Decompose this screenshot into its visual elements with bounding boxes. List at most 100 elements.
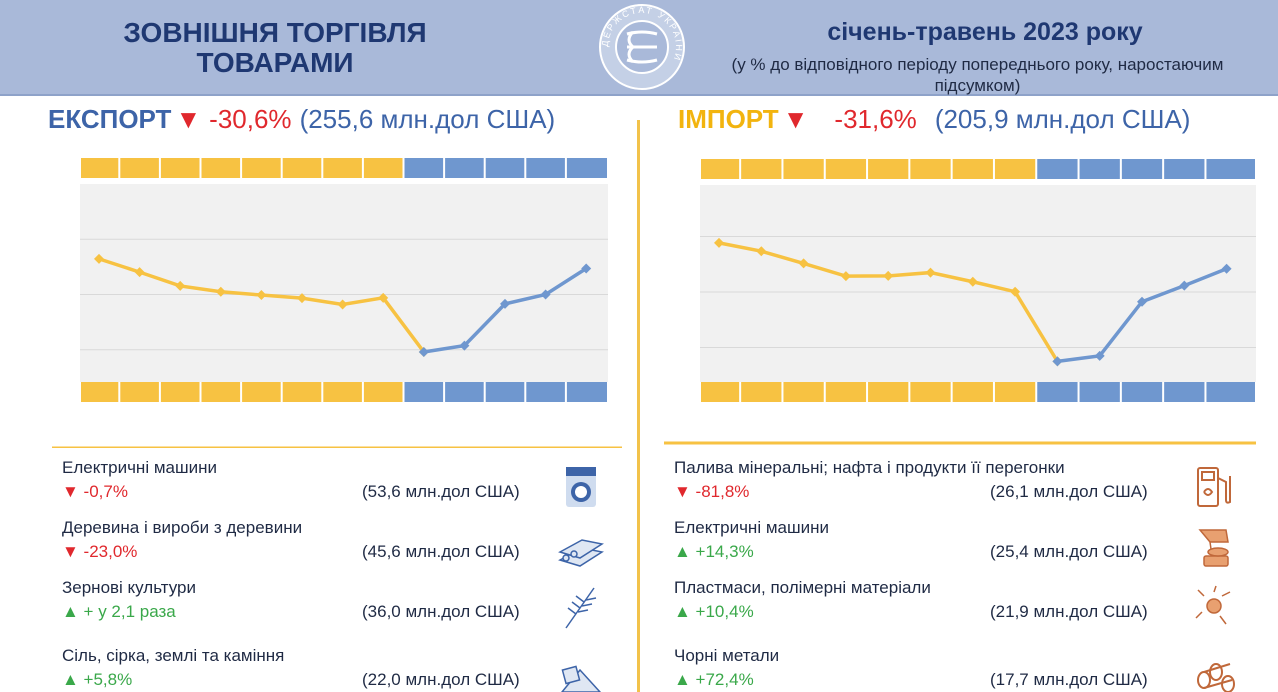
year-band-top-cell xyxy=(910,159,951,179)
header-banner: ЗОВНІШНЯ ТОРГІВЛЯ ТОВАРАМИ ДЕРЖСТАТ УКРА… xyxy=(0,0,1278,96)
year-band-bottom-cell xyxy=(282,382,322,402)
panel-divider xyxy=(637,120,640,692)
product-name: Пластмаси, полімерні матеріали xyxy=(674,578,931,597)
import-product-item: Чорні метали ▲ +72,4% (17,7 млн.дол США) xyxy=(674,646,1254,692)
import-change: -31,6% xyxy=(834,104,917,134)
data-point xyxy=(378,292,389,303)
data-point xyxy=(840,271,851,282)
year-band-top-cell xyxy=(741,159,782,179)
year-band-bottom-cell xyxy=(1079,382,1120,402)
year-band-top-cell xyxy=(825,159,867,179)
export-volume: (255,6 млн.дол США) xyxy=(299,104,556,134)
year-band-top-cell xyxy=(868,159,909,179)
product-name: Чорні метали xyxy=(674,646,780,665)
page-title: ЗОВНІШНЯ ТОРГІВЛЯ ТОВАРАМИ xyxy=(123,17,427,78)
data-point xyxy=(94,253,104,264)
derzhstat-logo: ДЕРЖСТАТ УКРАЇНИ xyxy=(599,4,685,90)
export-title: ЕКСПОРТ ▼ -30,6% (255,6 млн.дол США) xyxy=(48,104,555,135)
data-point xyxy=(134,267,145,278)
year-band-bottom-cell xyxy=(363,382,403,402)
year-band-top-cell xyxy=(701,159,740,179)
product-change: ▲ + у 2,1 раза xyxy=(62,602,176,621)
data-point xyxy=(798,258,809,269)
export-change: -30,6% xyxy=(209,104,292,134)
export-line-chart xyxy=(52,158,622,448)
data-point xyxy=(215,286,226,297)
product-name: Сіль, сірка, землі та каміння xyxy=(62,646,285,665)
year-band-top-cell xyxy=(242,158,281,178)
export-product-item: Сіль, сірка, землі та каміння ▲ +5,8% (22,… xyxy=(62,646,622,692)
export-down-arrow-icon: ▼ xyxy=(175,104,202,134)
lumber-icon xyxy=(558,539,604,567)
data-point xyxy=(1179,280,1190,291)
data-point xyxy=(1094,350,1105,361)
year-band-bottom-cell xyxy=(952,382,993,402)
metal-pipes-icon xyxy=(1197,663,1235,692)
year-band-top-cell xyxy=(323,158,362,178)
export-product-item: Деревина і вироби з деревини ▼ -23,0% (45,… xyxy=(62,518,622,578)
year-band-bottom-cell xyxy=(868,382,909,402)
salt-icon xyxy=(561,665,602,692)
data-point xyxy=(297,293,307,304)
year-band-top-cell xyxy=(1164,159,1205,179)
product-name: Зернові культури xyxy=(62,578,196,597)
report-period: січень-травень 2023 року xyxy=(827,18,1143,46)
product-name: Електричні машини xyxy=(674,518,829,537)
product-name: Палива мінеральні; нафта і продукти її п… xyxy=(674,458,1065,477)
product-value: (25,4 млн.дол США) xyxy=(990,542,1148,561)
data-point xyxy=(1137,296,1147,307)
data-point xyxy=(459,340,470,351)
data-point xyxy=(1010,286,1021,297)
data-point xyxy=(714,237,724,248)
year-band-bottom-cell xyxy=(445,382,484,402)
report-subtitle: (у % до відповідного періоду попередньог… xyxy=(731,55,1224,95)
year-band-top-cell xyxy=(994,159,1036,179)
year-band-top-cell xyxy=(1037,159,1078,179)
year-band-bottom-cell xyxy=(701,382,740,402)
year-band-bottom-cell xyxy=(1121,382,1163,402)
year-band-top-cell xyxy=(952,159,993,179)
year-band-bottom-cell xyxy=(120,382,159,402)
year-band-bottom-cell xyxy=(160,382,200,402)
year-band-bottom-cell xyxy=(323,382,362,402)
import-product-item: Пластмаси, полімерні матеріали ▲ +10,4% (2… xyxy=(674,578,1254,638)
year-band-bottom-cell xyxy=(81,382,119,402)
data-point xyxy=(337,299,348,310)
import-volume: (205,9 млн.дол США) xyxy=(934,104,1191,134)
plastic-icon xyxy=(1195,585,1231,625)
year-band-bottom-cell xyxy=(404,382,444,402)
data-point xyxy=(1221,263,1232,274)
year-band-top-cell xyxy=(404,158,444,178)
plot-area xyxy=(80,184,608,382)
mixer-icon xyxy=(1198,529,1229,567)
year-band-top-cell xyxy=(160,158,200,178)
product-change: ▼ -81,8% xyxy=(674,482,750,501)
product-change: ▲ +5,8% xyxy=(62,670,133,689)
year-band-top-cell xyxy=(1079,159,1120,179)
product-value: (26,1 млн.дол США) xyxy=(990,482,1148,501)
year-band-bottom-cell xyxy=(1164,382,1205,402)
year-band-bottom-cell xyxy=(201,382,241,402)
export-product-item: Зернові культури ▲ + у 2,1 раза (36,0 млн.… xyxy=(62,578,622,638)
data-point xyxy=(418,346,429,357)
product-value: (21,9 млн.дол США) xyxy=(990,602,1148,621)
data-point xyxy=(756,246,767,257)
year-band-top-cell xyxy=(485,158,525,178)
import-down-arrow-icon: ▼ xyxy=(782,104,809,134)
product-value: (22,0 млн.дол США) xyxy=(362,670,520,689)
year-band-top-cell xyxy=(445,158,484,178)
data-point xyxy=(581,263,592,274)
year-band-top-cell xyxy=(81,158,119,178)
product-value: (45,6 млн.дол США) xyxy=(362,542,520,561)
product-change: ▼ -23,0% xyxy=(62,542,138,561)
product-value: (17,7 млн.дол США) xyxy=(990,670,1148,689)
year-band-top-cell xyxy=(566,158,607,178)
data-point xyxy=(500,298,510,309)
data-point xyxy=(883,270,894,281)
washing-machine-icon xyxy=(566,467,596,507)
product-name: Електричні машини xyxy=(62,458,217,477)
year-band-top-cell xyxy=(1206,159,1255,179)
import-product-item: Палива мінеральні; нафта і продукти її п… xyxy=(674,458,1254,518)
year-band-bottom-cell xyxy=(1037,382,1078,402)
product-change: ▲ +14,3% xyxy=(674,542,754,561)
